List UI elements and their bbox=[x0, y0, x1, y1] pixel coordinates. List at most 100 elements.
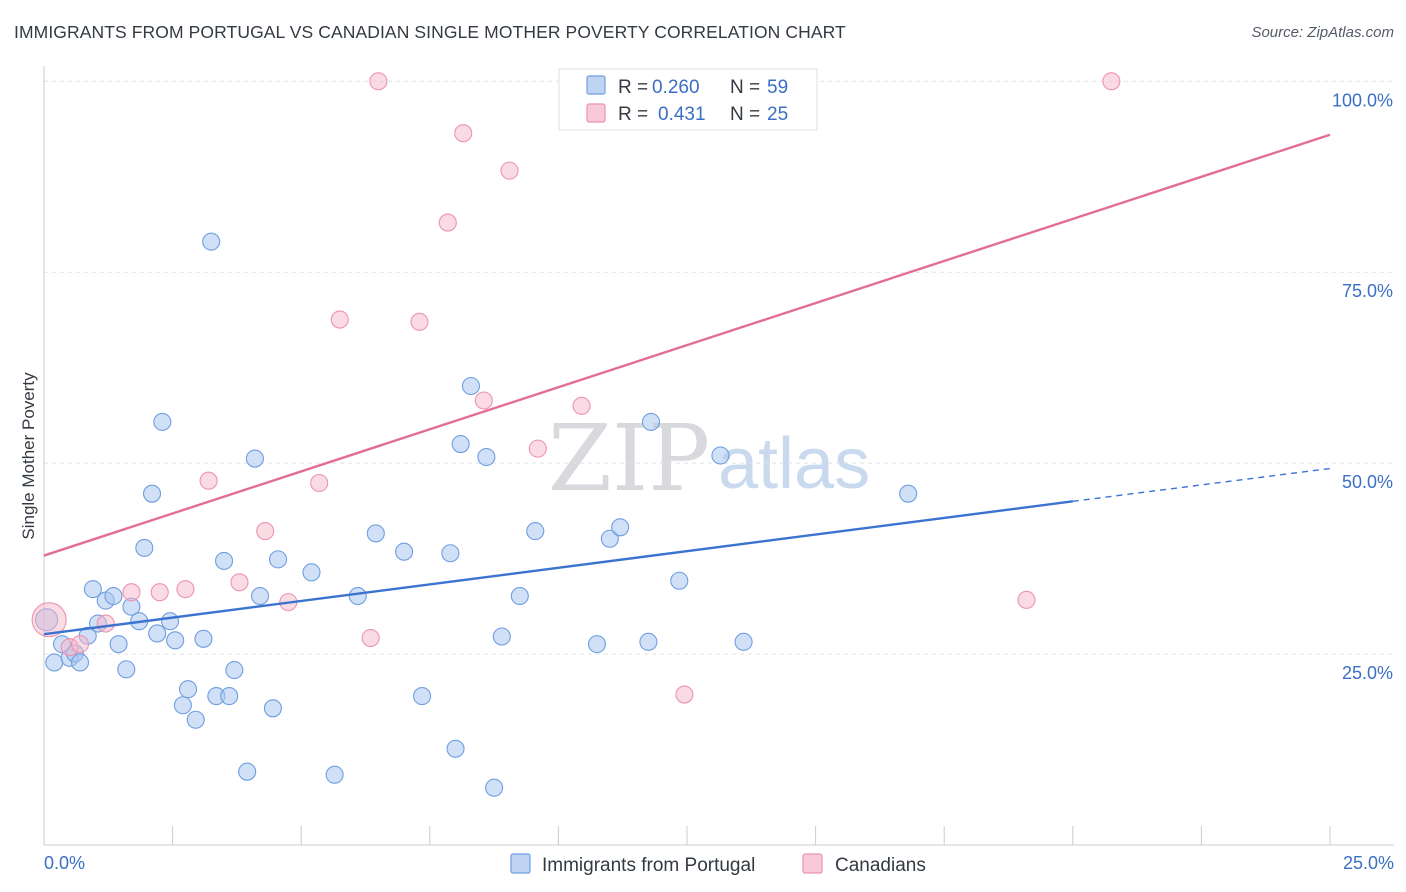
portugal-point bbox=[611, 518, 630, 537]
legend-n-label-portugal: N = bbox=[730, 77, 760, 98]
canadians-point bbox=[438, 213, 457, 232]
legend-r-value-canadians: 0.431 bbox=[658, 104, 706, 125]
portugal-point bbox=[70, 653, 90, 672]
portugal-point bbox=[104, 586, 123, 606]
canadians-point bbox=[96, 614, 115, 633]
portugal-point bbox=[186, 710, 205, 729]
canadians-point bbox=[1017, 590, 1036, 609]
bottom-legend-label-portugal: Immigrants from Portugal bbox=[542, 855, 755, 876]
y-tick-label: 50.0% bbox=[1342, 472, 1393, 492]
portugal-point bbox=[269, 550, 288, 569]
portugal-point bbox=[225, 661, 244, 680]
portugal-point bbox=[711, 446, 730, 465]
canadians-point bbox=[199, 471, 218, 490]
y-tick-label: 75.0% bbox=[1342, 281, 1393, 301]
canadians-point bbox=[500, 161, 519, 180]
y-axis-label: Single Mother Poverty bbox=[19, 372, 38, 540]
canadians-point bbox=[70, 635, 90, 654]
portugal-point bbox=[245, 449, 264, 468]
watermark-atlas: atlas bbox=[718, 424, 870, 504]
portugal-trend-line bbox=[43, 500, 1073, 636]
portugal-point bbox=[641, 412, 661, 431]
portugal-points bbox=[35, 232, 918, 797]
portugal-point bbox=[142, 484, 162, 503]
portugal-point bbox=[366, 524, 385, 543]
portugal-point bbox=[451, 434, 470, 454]
chart-title: IMMIGRANTS FROM PORTUGAL VS CANADIAN SIN… bbox=[14, 22, 846, 42]
portugal-point bbox=[153, 412, 172, 431]
portugal-point bbox=[639, 632, 658, 651]
canadians-point bbox=[528, 439, 547, 458]
portugal-point bbox=[45, 653, 64, 672]
canadians-point bbox=[176, 580, 195, 599]
canadians-points bbox=[31, 72, 1121, 704]
canadians-point bbox=[361, 628, 380, 648]
gridlines bbox=[44, 80, 1394, 655]
bottom-legend-swatch-canadians bbox=[802, 853, 823, 874]
portugal-point bbox=[510, 586, 529, 606]
x-tick-label: 25.0% bbox=[1343, 853, 1394, 873]
portugal-point bbox=[461, 376, 481, 396]
portugal-point bbox=[238, 762, 257, 781]
watermark-zip: ZIP bbox=[548, 405, 710, 512]
portugal-point bbox=[166, 631, 185, 650]
portugal-point bbox=[600, 529, 619, 548]
bottom-legend: Immigrants from Portugal Canadians bbox=[510, 853, 926, 876]
portugal-point bbox=[263, 699, 282, 718]
portugal-point bbox=[325, 765, 344, 784]
tick-labels: 25.0% 50.0% 75.0% 100.0% 0.0% 25.0% bbox=[44, 90, 1394, 873]
portugal-trend-extension bbox=[1072, 467, 1331, 503]
portugal-point bbox=[202, 232, 221, 251]
portugal-point bbox=[117, 660, 136, 679]
canadians-point bbox=[310, 473, 329, 493]
portugal-point bbox=[160, 612, 180, 631]
canadians-point bbox=[230, 573, 249, 592]
portugal-point bbox=[587, 635, 607, 654]
portugal-point bbox=[148, 624, 167, 643]
canadians-point bbox=[454, 124, 473, 143]
portugal-point bbox=[670, 571, 689, 590]
portugal-point bbox=[220, 687, 239, 706]
x-tick-label: 0.0% bbox=[44, 853, 85, 873]
canadians-point bbox=[31, 602, 67, 638]
bottom-legend-swatch-portugal bbox=[510, 853, 531, 874]
legend-n-value-portugal: 59 bbox=[767, 77, 788, 98]
canadians-trend-line bbox=[43, 133, 1331, 557]
canadians-point bbox=[410, 312, 429, 331]
portugal-point bbox=[899, 484, 918, 503]
portugal-point bbox=[109, 635, 128, 654]
legend-r-label-canadians: R = bbox=[618, 104, 648, 125]
portugal-point bbox=[173, 696, 192, 715]
canadians-point bbox=[122, 583, 141, 602]
portugal-point bbox=[477, 447, 496, 467]
portugal-point bbox=[395, 542, 414, 561]
legend-swatch-canadians bbox=[586, 103, 606, 123]
canadians-point bbox=[1102, 72, 1121, 91]
portugal-point bbox=[250, 586, 270, 606]
axes bbox=[43, 66, 1394, 846]
portugal-point bbox=[492, 627, 511, 646]
source-credit: Source: ZipAtlas.com bbox=[1251, 24, 1394, 41]
portugal-point bbox=[194, 629, 213, 648]
portugal-point bbox=[214, 551, 234, 570]
canadians-point bbox=[256, 522, 275, 541]
canadians-point bbox=[150, 583, 169, 602]
portugal-point bbox=[178, 680, 198, 699]
canadians-point bbox=[330, 310, 349, 329]
legend-n-label-canadians: N = bbox=[730, 104, 760, 125]
legend-r-label-portugal: R = bbox=[618, 77, 648, 98]
bottom-legend-label-canadians: Canadians bbox=[835, 855, 926, 876]
trend-lines bbox=[43, 133, 1331, 636]
portugal-point bbox=[446, 739, 465, 758]
canadians-point bbox=[474, 391, 493, 410]
portugal-point bbox=[348, 586, 367, 606]
canadians-point bbox=[572, 396, 591, 415]
portugal-point bbox=[302, 563, 321, 582]
portugal-point bbox=[734, 632, 753, 651]
canadians-point bbox=[369, 72, 388, 91]
portugal-point bbox=[135, 538, 154, 557]
legend-r-value-portugal: 0.260 bbox=[652, 77, 700, 98]
canadians-point bbox=[675, 685, 694, 704]
legend-n-value-canadians: 25 bbox=[767, 104, 788, 125]
